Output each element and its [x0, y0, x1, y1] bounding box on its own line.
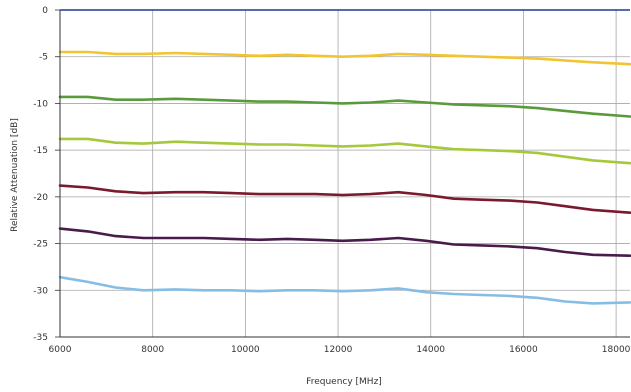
y-tick-label: -35	[33, 333, 48, 343]
grid	[60, 10, 630, 337]
series-line-3	[58, 137, 631, 165]
series-line-4	[58, 184, 631, 214]
series-line-5	[58, 227, 631, 257]
y-tick-label: -5	[39, 53, 48, 63]
x-tick-label: 18000	[602, 345, 631, 355]
x-tick-label: 12000	[324, 345, 353, 355]
y-axis-title: Relative Attenuation [dB]	[10, 118, 20, 232]
axes: 6000 8000 10000 12000 14000 16000 18000 0 -5 -10 -…	[33, 6, 630, 355]
y-tick-label: -25	[33, 240, 48, 250]
y-tick-label: -20	[33, 193, 48, 203]
x-axis-title: Frequency [MHz]	[306, 377, 382, 387]
x-tick-label: 14000	[416, 345, 445, 355]
series-line-2	[58, 95, 631, 118]
series-lines	[58, 50, 631, 305]
y-tick-label: -10	[33, 99, 48, 109]
y-tick-label: -30	[33, 286, 48, 296]
series-line-1	[58, 50, 631, 66]
x-tick-label: 10000	[231, 345, 260, 355]
x-tick-label: 8000	[141, 345, 164, 355]
series-line-6	[58, 275, 631, 305]
y-tick-label: 0	[42, 6, 48, 16]
x-tick-label: 6000	[49, 345, 72, 355]
x-tick-label: 16000	[509, 345, 538, 355]
y-tick-label: -15	[33, 146, 48, 156]
